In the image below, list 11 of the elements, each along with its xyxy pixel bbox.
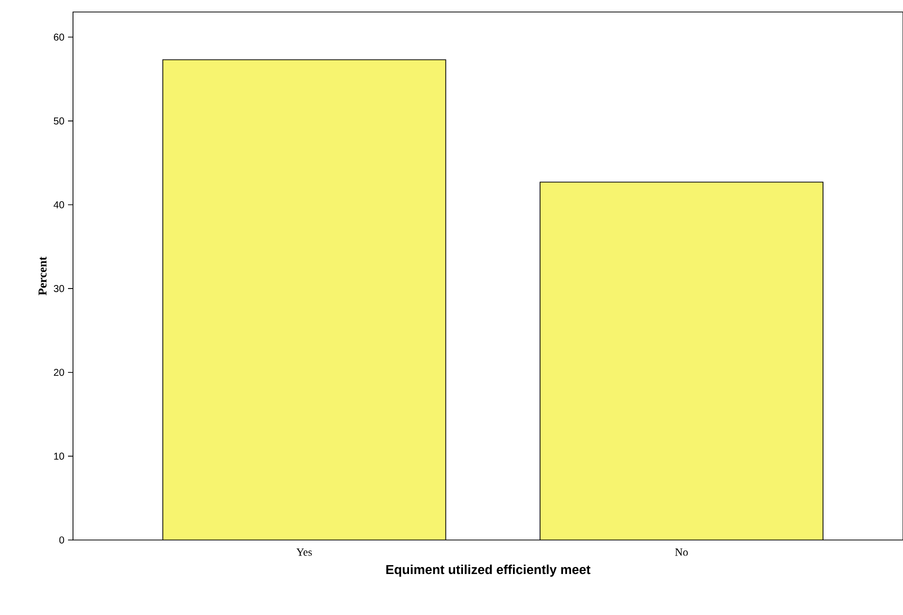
x-axis-title: Equiment utilized efficiently meet: [386, 564, 590, 577]
x-tick-label: Yes: [296, 548, 312, 556]
y-tick-label: 10: [54, 452, 64, 460]
y-tick-label: 60: [54, 34, 64, 41]
y-tick-label: 0: [59, 536, 64, 544]
y-axis-title: Percent: [38, 256, 47, 296]
y-tick-label: 20: [54, 368, 64, 376]
y-tick-label: 50: [54, 117, 64, 124]
y-tick-label: 30: [54, 285, 64, 292]
y-tick-label: 40: [54, 201, 64, 208]
x-tick-label: No: [675, 548, 688, 556]
